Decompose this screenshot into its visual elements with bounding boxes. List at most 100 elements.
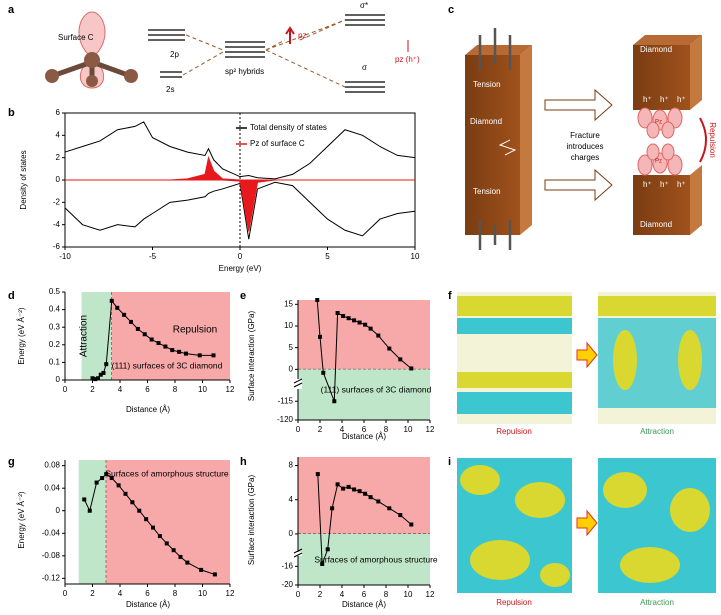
panel-f: f Repulsion Attraction <box>448 290 716 436</box>
marker <box>163 344 168 349</box>
y-tick-label: 0.08 <box>44 461 60 470</box>
marker <box>184 351 188 356</box>
x-tick-label: 0 <box>238 252 243 261</box>
x-tick-label: 2 <box>318 590 323 599</box>
marker <box>199 567 204 572</box>
arrow <box>576 509 598 537</box>
marker <box>212 572 217 577</box>
x-tick-label: 12 <box>226 385 235 394</box>
x-tick-label: 6 <box>362 590 367 599</box>
panel-label: e <box>240 290 246 302</box>
label: Diamond <box>640 220 672 229</box>
region <box>111 292 230 380</box>
marker <box>387 346 392 351</box>
marker <box>135 326 140 331</box>
x-tick-label: 2 <box>318 425 323 434</box>
connectors <box>182 19 346 88</box>
x-tick-label: 2 <box>90 589 95 598</box>
y-tick-label: 0 <box>56 506 61 515</box>
marker <box>352 318 357 323</box>
x-tick-label: 0 <box>296 590 301 599</box>
marker <box>357 320 362 325</box>
marker <box>122 312 127 317</box>
panel-label: g <box>8 456 15 468</box>
marker <box>409 522 414 527</box>
x-tick-label: 8 <box>173 589 178 598</box>
x-axis-label: Energy (eV) <box>219 264 262 273</box>
y-tick-label: -20 <box>281 580 293 589</box>
level-label: σ* <box>360 1 368 10</box>
series-line <box>64 121 416 180</box>
marker <box>177 349 182 354</box>
y-tick-label: -4 <box>53 220 61 229</box>
y-tick-label: 0 <box>56 175 61 184</box>
label: Tension <box>473 80 501 89</box>
pz-arrow <box>285 26 295 44</box>
block <box>465 55 520 235</box>
x-tick-label: 2 <box>90 385 95 394</box>
marker <box>149 337 154 342</box>
x-tick-label: 4 <box>118 385 123 394</box>
panel-label: d <box>8 290 15 302</box>
marker <box>137 508 142 513</box>
x-tick-label: 10 <box>404 590 413 599</box>
atom <box>45 69 59 83</box>
label: Attraction <box>640 598 674 607</box>
marker <box>93 377 98 382</box>
y-tick-label: 6 <box>56 108 61 117</box>
marker <box>156 341 161 346</box>
marker <box>109 476 114 481</box>
marker <box>90 376 95 381</box>
density-blobs <box>457 296 716 414</box>
level-label: σ <box>362 63 367 72</box>
marker <box>129 319 133 324</box>
label: Repulsion <box>708 122 717 158</box>
y-tick-label: 0.5 <box>49 287 61 296</box>
region-label: Attraction <box>79 315 90 357</box>
repulsion-arrow <box>699 117 707 163</box>
marker <box>164 541 169 546</box>
marker <box>387 506 392 511</box>
block-top <box>465 45 532 55</box>
annotation: (111) surfaces of 3C diamond <box>321 384 432 394</box>
y-axis-label: Energy (eV Å⁻²) <box>17 491 26 548</box>
arrow <box>544 88 613 122</box>
pz: Pz <box>655 120 662 126</box>
y-tick-label: -16 <box>281 561 293 570</box>
block-top <box>633 35 702 45</box>
axis-break <box>294 379 302 389</box>
marker <box>123 491 128 496</box>
y-tick-label: -6 <box>53 242 61 251</box>
marker <box>352 487 357 492</box>
region <box>106 460 230 584</box>
region <box>298 369 430 420</box>
label: Repulsion <box>496 427 532 436</box>
marker <box>109 298 114 303</box>
x-axis-label: Distance (Å) <box>342 432 386 441</box>
label: Fracture <box>570 131 600 140</box>
atom <box>86 75 98 87</box>
block-side <box>690 35 702 110</box>
x-tick-label: 4 <box>118 589 123 598</box>
region <box>298 533 430 585</box>
y-tick-label: -0.12 <box>42 573 61 582</box>
label: Tension <box>473 187 501 196</box>
x-axis-label: Distance (Å) <box>342 600 386 609</box>
marker <box>363 491 368 496</box>
hole: h⁺ <box>660 180 669 189</box>
annotation: (111) surfaces of 3C diamond <box>112 360 223 370</box>
marker <box>142 332 147 337</box>
pz: Pz <box>655 159 662 165</box>
crack <box>498 139 517 156</box>
label: Diamond <box>470 117 502 126</box>
x-tick-label: 12 <box>226 589 235 598</box>
label: Attraction <box>640 427 674 436</box>
legend-label: Pz of surface C <box>250 139 305 148</box>
arrow <box>544 168 613 202</box>
y-tick-label: 10 <box>284 321 293 330</box>
y-axis-label: Density of states <box>19 150 28 209</box>
x-tick-label: 12 <box>426 425 435 434</box>
marker <box>144 517 149 522</box>
x-tick-label: 0 <box>63 385 68 394</box>
marker <box>151 525 155 530</box>
